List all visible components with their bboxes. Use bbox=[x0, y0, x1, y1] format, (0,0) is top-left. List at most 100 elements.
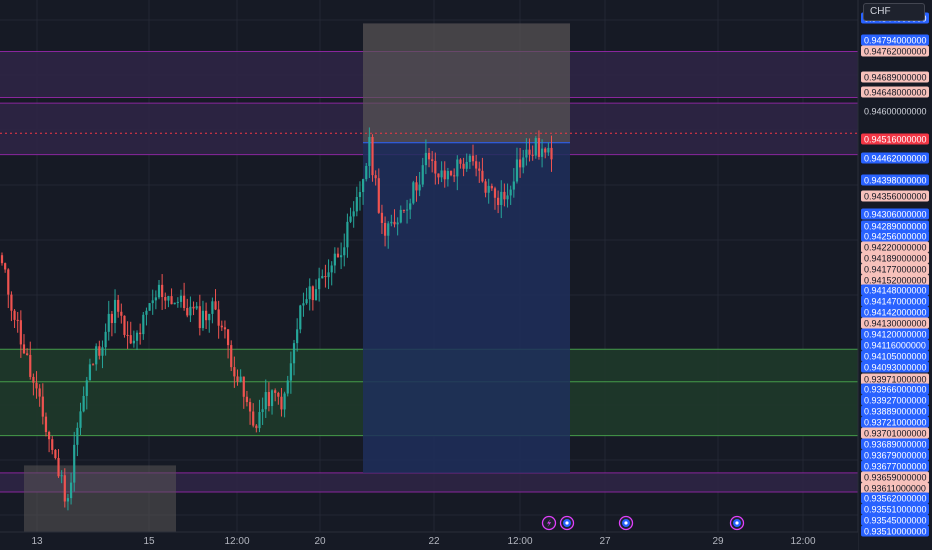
candle-body bbox=[405, 209, 409, 211]
price-label: 0.94105000000 bbox=[864, 352, 927, 362]
candle-body bbox=[129, 335, 132, 344]
candle-body bbox=[509, 189, 512, 196]
price-label-tag bbox=[861, 438, 929, 450]
candle-body bbox=[10, 294, 13, 311]
candle-body bbox=[7, 269, 10, 295]
price-label: 0.94516000000 bbox=[864, 135, 927, 145]
candle-body bbox=[258, 412, 261, 429]
price-label-tag bbox=[861, 394, 929, 406]
price-label: 0.94120000000 bbox=[864, 330, 927, 340]
candle-body bbox=[148, 303, 151, 311]
candle-body bbox=[355, 197, 358, 212]
candle-body bbox=[380, 212, 384, 223]
candle-body bbox=[440, 170, 443, 178]
candle-body bbox=[26, 353, 29, 355]
currency-button[interactable]: CHF bbox=[863, 3, 925, 21]
candle-body bbox=[4, 263, 7, 270]
price-label: 0.93721000000 bbox=[864, 418, 927, 428]
price-label: 0.94356000000 bbox=[864, 192, 927, 202]
price-label-tag bbox=[861, 152, 929, 164]
candle-body bbox=[462, 163, 465, 169]
candle-body bbox=[519, 159, 522, 168]
candle-body bbox=[242, 376, 245, 397]
candle-body bbox=[233, 367, 236, 377]
take-profit-box bbox=[363, 142, 570, 473]
candle-body bbox=[214, 301, 217, 310]
candle-body bbox=[248, 402, 252, 412]
price-label: 0.94189000000 bbox=[864, 254, 927, 264]
price-label: 0.93927000000 bbox=[864, 396, 927, 406]
candle-body bbox=[280, 396, 283, 410]
candle-body bbox=[286, 380, 289, 394]
candle-body bbox=[113, 299, 117, 324]
price-label-tag bbox=[861, 34, 929, 46]
candle-body bbox=[176, 301, 179, 303]
candle-body bbox=[145, 310, 148, 315]
price-label-tag bbox=[861, 416, 929, 428]
price-label: 0.94093000000 bbox=[864, 363, 927, 373]
candle-body bbox=[371, 136, 374, 176]
candle-body bbox=[525, 149, 528, 158]
candle-body bbox=[387, 223, 390, 236]
price-label: 0.94462000000 bbox=[864, 154, 927, 164]
candle-body bbox=[135, 332, 139, 341]
candle-body bbox=[142, 314, 145, 335]
candle-body bbox=[183, 295, 186, 308]
candle-body bbox=[321, 276, 324, 279]
price-label-tag bbox=[861, 295, 929, 307]
candle-body bbox=[69, 482, 73, 499]
candle-body bbox=[117, 299, 120, 312]
candle-body bbox=[120, 311, 123, 316]
candle-body bbox=[164, 296, 167, 301]
price-label-tag bbox=[861, 220, 929, 232]
candle-body bbox=[104, 331, 107, 348]
candle-body bbox=[79, 411, 82, 428]
candle-body bbox=[478, 168, 481, 171]
candle-body bbox=[63, 475, 66, 502]
candle-body bbox=[22, 344, 26, 354]
price-label-tag bbox=[861, 190, 929, 202]
candle-body bbox=[38, 388, 41, 397]
candle-body bbox=[352, 211, 355, 217]
price-label-tag bbox=[861, 86, 929, 98]
time-tick-label: 15 bbox=[143, 536, 155, 547]
price-label-tag bbox=[861, 350, 929, 362]
price-label-tag bbox=[861, 361, 929, 373]
candle-body bbox=[456, 159, 459, 177]
price-label: 0.93551000000 bbox=[864, 505, 927, 515]
price-label: 0.94130000000 bbox=[864, 319, 927, 329]
candle-body bbox=[333, 253, 336, 266]
candle-body bbox=[198, 306, 201, 329]
candle-body bbox=[82, 395, 85, 412]
price-label: 0.93677000000 bbox=[864, 462, 927, 472]
price-label: 0.94794000000 bbox=[864, 36, 927, 46]
price-label-tag bbox=[861, 241, 929, 253]
price-label: 0.94648000000 bbox=[864, 88, 927, 98]
candle-body bbox=[261, 409, 264, 413]
price-label: 0.93611000000 bbox=[864, 484, 926, 494]
price-label: 0.94220000000 bbox=[864, 243, 927, 253]
candle-body bbox=[343, 247, 346, 256]
candle-body bbox=[475, 161, 478, 169]
price-label-tag bbox=[861, 328, 929, 340]
price-label-tag bbox=[861, 449, 929, 461]
candle-body bbox=[101, 347, 104, 356]
price-label: 0.94306000000 bbox=[864, 210, 927, 220]
candle-body bbox=[132, 340, 135, 344]
candle-body bbox=[368, 136, 371, 166]
candle-body bbox=[531, 154, 534, 156]
candle-body bbox=[390, 221, 393, 224]
price-label-tag bbox=[861, 514, 929, 526]
price-label: 0.94289000000 bbox=[864, 222, 927, 232]
candle-body bbox=[534, 138, 537, 156]
candle-body bbox=[173, 302, 176, 305]
candle-body bbox=[95, 346, 98, 365]
candle-body bbox=[186, 307, 189, 316]
candle-body bbox=[41, 396, 44, 417]
candle-body bbox=[277, 392, 280, 397]
candle-body bbox=[151, 300, 154, 304]
price-label-tag bbox=[861, 427, 929, 439]
price-label-tag bbox=[861, 208, 929, 220]
candle-body bbox=[66, 498, 70, 502]
